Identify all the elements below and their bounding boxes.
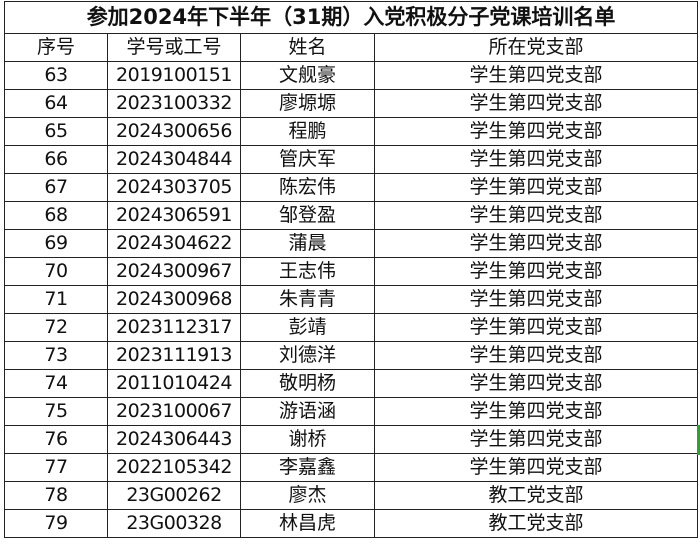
cell-branch: 教工党支部 xyxy=(373,481,699,510)
cell-id: 2024300968 xyxy=(107,285,241,314)
cell-branch: 学生第四党支部 xyxy=(373,369,699,398)
window-edge-marker xyxy=(697,425,700,455)
cell-index: 68 xyxy=(4,201,108,230)
table-title: 参加2024年下半年（31期）入党积极分子党课培训名单 xyxy=(3,1,699,34)
cell-name: 蒲晨 xyxy=(240,229,375,258)
table-row: 72 2023112317 彭靖 学生第四党支部 xyxy=(4,313,699,342)
table-row: 79 23G00328 林昌虎 教工党支部 xyxy=(4,509,699,538)
cell-index: 72 xyxy=(4,313,108,342)
cell-name: 文舰豪 xyxy=(240,61,375,90)
table-row: 66 2024304844 管庆军 学生第四党支部 xyxy=(4,145,699,174)
cell-index: 63 xyxy=(4,61,108,90)
cell-name: 谢桥 xyxy=(240,425,375,454)
cell-id: 2024300967 xyxy=(107,257,241,286)
cell-branch: 学生第四党支部 xyxy=(373,173,699,202)
table-row: 75 2023100067 游语涵 学生第四党支部 xyxy=(4,397,699,426)
cell-index: 75 xyxy=(4,397,108,426)
cell-id: 2022105342 xyxy=(107,453,241,482)
cell-index: 76 xyxy=(4,425,108,454)
cell-branch: 学生第四党支部 xyxy=(373,397,699,426)
table-row: 70 2024300967 王志伟 学生第四党支部 xyxy=(4,257,699,286)
cell-index: 77 xyxy=(4,453,108,482)
cell-index: 73 xyxy=(4,341,108,370)
title-row: 参加2024年下半年（31期）入党积极分子党课培训名单 xyxy=(3,1,699,34)
cell-index: 64 xyxy=(4,89,108,118)
cell-index: 78 xyxy=(4,481,108,510)
table-row: 63 2019100151 文舰豪 学生第四党支部 xyxy=(4,61,699,90)
cell-branch: 学生第四党支部 xyxy=(373,257,699,286)
table-row: 69 2024304622 蒲晨 学生第四党支部 xyxy=(4,229,699,258)
cell-branch: 学生第四党支部 xyxy=(373,201,699,230)
header-branch: 所在党支部 xyxy=(373,33,699,62)
table-row: 71 2024300968 朱青青 学生第四党支部 xyxy=(4,285,699,314)
header-row: 序号 学号或工号 姓名 所在党支部 xyxy=(4,33,699,62)
cell-branch: 学生第四党支部 xyxy=(373,61,699,90)
cell-branch: 学生第四党支部 xyxy=(373,89,699,118)
cell-branch: 教工党支部 xyxy=(373,509,699,538)
table-row: 78 23G00262 廖杰 教工党支部 xyxy=(4,481,699,510)
cell-id: 2024306591 xyxy=(107,201,241,230)
table-row: 76 2024306443 谢桥 学生第四党支部 xyxy=(4,425,699,454)
header-name: 姓名 xyxy=(240,33,375,62)
cell-name: 程鹏 xyxy=(240,117,375,146)
cell-name: 王志伟 xyxy=(240,257,375,286)
cell-index: 71 xyxy=(4,285,108,314)
table-row: 64 2023100332 廖塬塬 学生第四党支部 xyxy=(4,89,699,118)
cell-name: 朱青青 xyxy=(240,285,375,314)
cell-name: 游语涵 xyxy=(240,397,375,426)
cell-index: 66 xyxy=(4,145,108,174)
cell-id: 2023100067 xyxy=(107,397,241,426)
cell-branch: 学生第四党支部 xyxy=(373,453,699,482)
cell-name: 陈宏伟 xyxy=(240,173,375,202)
cell-branch: 学生第四党支部 xyxy=(373,117,699,146)
cell-name: 廖杰 xyxy=(240,481,375,510)
header-index: 序号 xyxy=(4,33,108,62)
cell-id: 2023112317 xyxy=(107,313,241,342)
cell-id: 23G00328 xyxy=(107,509,241,538)
cell-id: 2023100332 xyxy=(107,89,241,118)
cell-id: 23G00262 xyxy=(107,481,241,510)
table-row: 77 2022105342 李嘉鑫 学生第四党支部 xyxy=(4,453,699,482)
cell-name: 廖塬塬 xyxy=(240,89,375,118)
cell-id: 2024303705 xyxy=(107,173,241,202)
cell-branch: 学生第四党支部 xyxy=(373,313,699,342)
cell-name: 彭靖 xyxy=(240,313,375,342)
cell-id: 2023111913 xyxy=(107,341,241,370)
cell-id: 2024300656 xyxy=(107,117,241,146)
cell-id: 2011010424 xyxy=(107,369,241,398)
cell-index: 67 xyxy=(4,173,108,202)
cell-index: 69 xyxy=(4,229,108,258)
cell-name: 林昌虎 xyxy=(240,509,375,538)
table-row: 73 2023111913 刘德洋 学生第四党支部 xyxy=(4,341,699,370)
cell-id: 2024304622 xyxy=(107,229,241,258)
table-row: 67 2024303705 陈宏伟 学生第四党支部 xyxy=(4,173,699,202)
cell-name: 刘德洋 xyxy=(240,341,375,370)
cell-branch: 学生第四党支部 xyxy=(373,145,699,174)
cell-index: 79 xyxy=(4,509,108,538)
cell-index: 74 xyxy=(4,369,108,398)
cell-id: 2019100151 xyxy=(107,61,241,90)
table-row: 74 2011010424 敬明杨 学生第四党支部 xyxy=(4,369,699,398)
cell-branch: 学生第四党支部 xyxy=(373,341,699,370)
cell-branch: 学生第四党支部 xyxy=(373,285,699,314)
cell-name: 敬明杨 xyxy=(240,369,375,398)
cell-name: 管庆军 xyxy=(240,145,375,174)
cell-name: 李嘉鑫 xyxy=(240,453,375,482)
cell-index: 70 xyxy=(4,257,108,286)
table-row: 65 2024300656 程鹏 学生第四党支部 xyxy=(4,117,699,146)
table-row: 68 2024306591 邹登盈 学生第四党支部 xyxy=(4,201,699,230)
cell-branch: 学生第四党支部 xyxy=(373,229,699,258)
cell-name: 邹登盈 xyxy=(240,201,375,230)
cell-index: 65 xyxy=(4,117,108,146)
cell-branch: 学生第四党支部 xyxy=(373,425,699,454)
cell-id: 2024306443 xyxy=(107,425,241,454)
header-id: 学号或工号 xyxy=(107,33,241,62)
cell-id: 2024304844 xyxy=(107,145,241,174)
roster-table: 参加2024年下半年（31期）入党积极分子党课培训名单 序号 学号或工号 姓名 … xyxy=(3,1,699,538)
